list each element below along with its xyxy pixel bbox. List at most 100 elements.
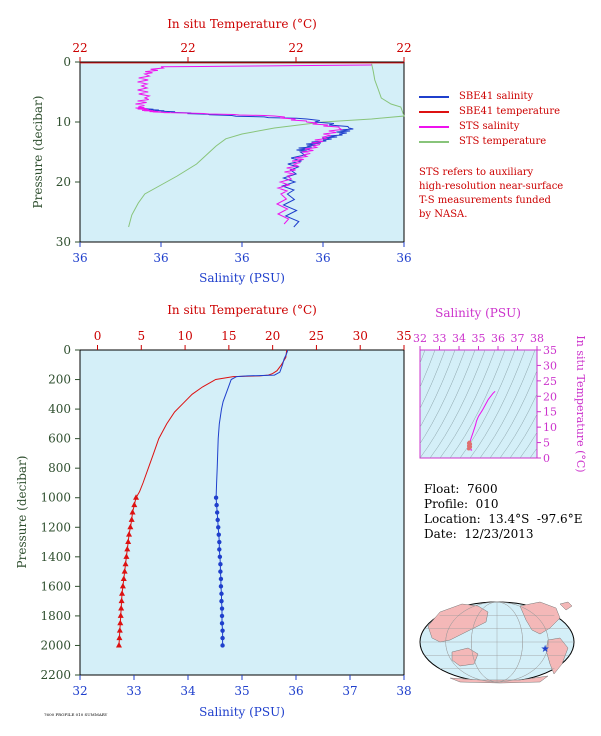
main-sal-axis-title: Salinity (PSU) <box>199 705 285 719</box>
ts-temp-tick-label: 0 <box>543 452 550 465</box>
temperature-point <box>117 612 124 618</box>
ts-density-contour <box>420 350 446 410</box>
ts-density-contour <box>420 350 456 428</box>
ts-density-contour <box>479 350 536 458</box>
ts-temp-tick-label: 5 <box>543 437 550 450</box>
ts-density-contours <box>420 350 537 458</box>
legend-swatch <box>419 140 449 143</box>
legend-item: STS temperature <box>419 134 560 149</box>
main-pres-tick-label: 1800 <box>40 609 71 623</box>
main-pres-tick-label: 2000 <box>40 638 71 652</box>
ts-plot-area <box>419 349 538 459</box>
top-legend: SBE41 salinity SBE41 temperature STS sal… <box>419 89 560 149</box>
temperature-point <box>128 516 135 522</box>
map-grid <box>420 601 574 683</box>
location: Location: 13.4°S -97.6°E <box>424 512 583 526</box>
top-temp-tick-label: 22 <box>396 41 411 55</box>
top-pres-tick-label: 10 <box>56 115 71 129</box>
ts-lines <box>466 390 496 451</box>
ts-temp-tick-label: 35 <box>543 344 557 357</box>
salinity-point <box>218 562 223 567</box>
ts-deep-point <box>467 440 472 445</box>
main-sal-tick-label: 32 <box>72 684 87 698</box>
main-temp-tick-label: 25 <box>309 329 324 343</box>
top-plot-area <box>79 61 405 243</box>
top-sal-tick-label: 36 <box>315 251 330 265</box>
map-land-antarctica <box>449 675 549 684</box>
ts-sal-tick-label: 32 <box>413 332 427 345</box>
top-temp-tick-label: 22 <box>72 41 87 55</box>
main-temp-tick-label: 35 <box>396 329 411 343</box>
main-temp-axis-title: In situ Temperature (°C) <box>167 303 317 317</box>
main-sal-tick-label: 34 <box>180 684 196 698</box>
ts-density-contour <box>449 350 506 458</box>
ts-sal-tick-label: 38 <box>530 332 544 345</box>
main-sal-tick-label: 36 <box>288 684 303 698</box>
ts-density-contour <box>529 447 537 458</box>
ts-sal-tick-label: 33 <box>433 332 447 345</box>
main-lines <box>115 349 289 648</box>
temperature-point <box>122 560 129 567</box>
salinity-point <box>220 628 225 633</box>
sts-note: STS refers to auxiliary high-resolution … <box>419 166 563 222</box>
ts-density-contour <box>420 350 466 445</box>
float-location-marker: ★ <box>541 644 550 655</box>
salinity-point <box>217 554 223 560</box>
salinity-point <box>216 532 221 537</box>
temperature-point <box>121 568 128 574</box>
temperature-point <box>119 582 126 589</box>
salinity-point <box>219 598 224 604</box>
top-pres-axis-title: Pressure (decibar) <box>31 96 45 209</box>
main-pres-tick-label: 1200 <box>40 520 71 534</box>
top-temp-axis-title: In situ Temperature (°C) <box>167 17 317 31</box>
profile-number: Profile: 010 <box>424 497 499 511</box>
map-land-north-america <box>519 601 561 635</box>
main-sal-tick-label: 37 <box>342 684 357 698</box>
salinity-point <box>213 495 219 500</box>
salinity-point <box>216 525 221 530</box>
ts-density-contour <box>519 431 537 458</box>
ts-inset: Salinity (PSU) In situ Temperature (°C) … <box>413 306 587 473</box>
ts-density-contour <box>429 350 486 458</box>
main-pres-tick-label: 200 <box>48 373 71 387</box>
ts-density-contour <box>439 350 496 458</box>
temperature-point <box>117 619 124 626</box>
ts-sal-tick-label: 35 <box>472 332 486 345</box>
ts-density-contour <box>420 350 476 458</box>
main-pres-tick-label: 0 <box>63 343 71 357</box>
main-sal-tick-label: 35 <box>234 684 249 698</box>
ts-density-contour <box>469 350 526 458</box>
main-temp-tick-label: 10 <box>177 329 192 343</box>
legend-label: SBE41 temperature <box>459 106 561 117</box>
temperature-point <box>116 627 123 633</box>
salinity-point <box>219 621 225 626</box>
main-pres-axis-title: Pressure (decibar) <box>15 456 29 569</box>
ts-temp-axis-title: In situ Temperature (°C) <box>574 335 587 472</box>
salinity-line <box>215 349 289 498</box>
salinity-point <box>219 591 224 596</box>
main-pres-tick-label: 800 <box>48 461 71 475</box>
temperature-point <box>126 531 133 537</box>
top-sal-tick-label: 36 <box>396 251 411 265</box>
ts-temp-tick-label: 30 <box>543 359 557 372</box>
salinity-point <box>220 635 225 641</box>
note-line: T-S measurements funded <box>419 195 551 206</box>
top-sal-axis-title: Salinity (PSU) <box>199 271 285 285</box>
salinity-point <box>215 517 220 523</box>
float-id: Float: 7600 <box>424 482 498 496</box>
salinity-point <box>218 576 224 582</box>
map-land-greenland <box>559 601 573 611</box>
salinity-point <box>214 510 220 515</box>
ts-sal-axis-title: Salinity (PSU) <box>435 306 521 320</box>
top-pres-tick-label: 20 <box>56 175 71 189</box>
main-pres-tick-label: 1400 <box>40 550 71 564</box>
main-temp-tick-label: 15 <box>221 329 236 343</box>
temperature-point <box>123 553 130 559</box>
temperature-point <box>125 538 132 545</box>
top-temp-tick-label: 22 <box>180 41 195 55</box>
main-sal-tick-label: 33 <box>126 684 141 698</box>
salinity-point <box>214 502 219 508</box>
map-meridian <box>445 601 549 683</box>
main-pres-tick-label: 1000 <box>40 491 71 505</box>
